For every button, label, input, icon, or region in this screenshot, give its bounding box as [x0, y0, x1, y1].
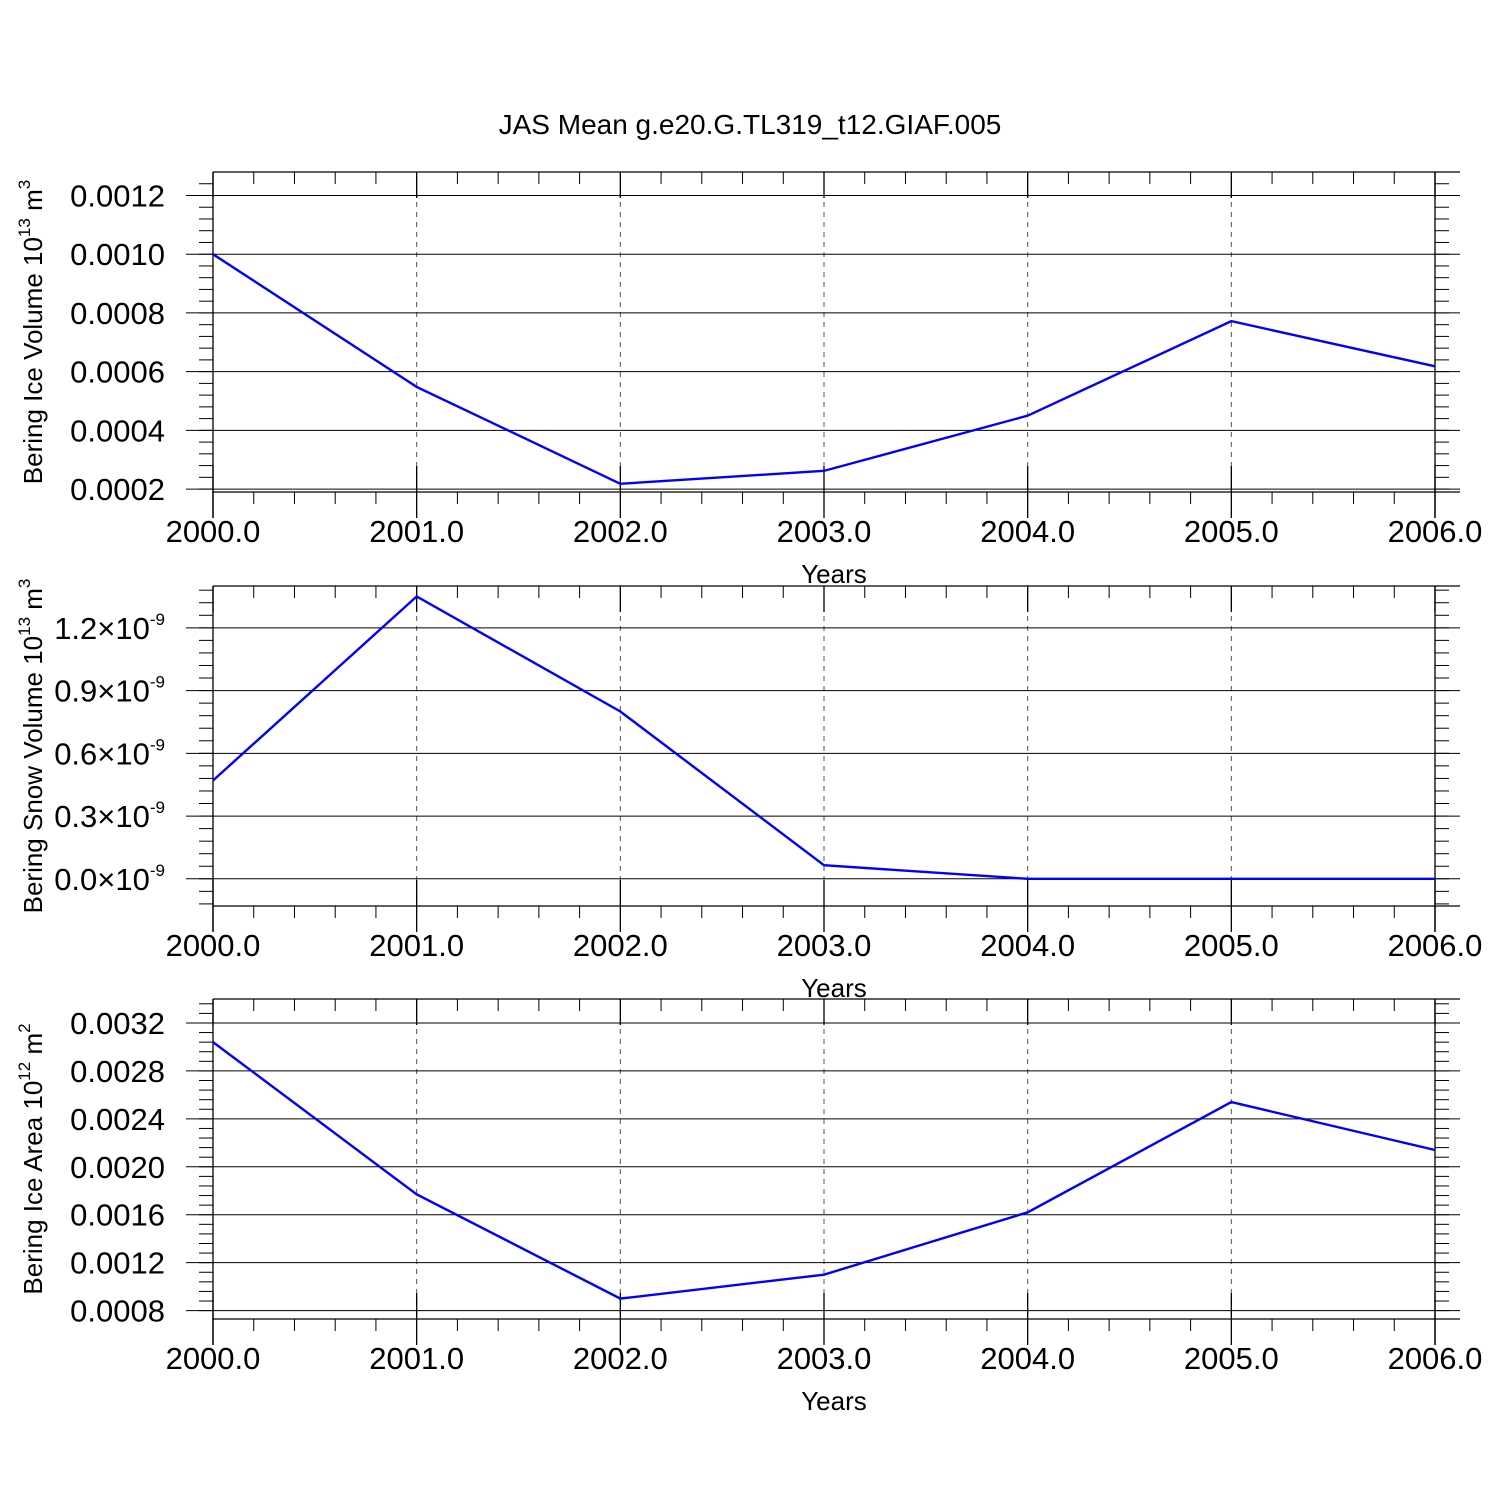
y-tick-label: 0.0024 — [70, 1102, 165, 1137]
y-tick-label: 0.3×10-9 — [54, 798, 165, 834]
x-tick-label: 2003.0 — [777, 928, 872, 963]
y-tick-label: 0.0008 — [70, 1294, 165, 1329]
x-tick-label: 2004.0 — [980, 1341, 1075, 1376]
y-axis-title: Bering Snow Volume 1013 m3 — [15, 579, 48, 914]
y-tick-label: 0.0020 — [70, 1150, 165, 1185]
x-tick-label: 2002.0 — [573, 514, 668, 549]
x-tick-label: 2003.0 — [777, 514, 872, 549]
y-tick-label: 0.0032 — [70, 1006, 165, 1041]
y-axis-title: Bering Ice Volume 1013 m3 — [15, 180, 48, 484]
x-tick-label: 2006.0 — [1388, 514, 1483, 549]
y-tick-label: 0.0008 — [70, 296, 165, 331]
y-tick-label: 0.0004 — [70, 413, 165, 448]
y-tick-label: 1.2×10-9 — [54, 610, 165, 646]
y-tick-label: 0.0×10-9 — [54, 861, 165, 897]
y-tick-label: 0.6×10-9 — [54, 735, 165, 771]
x-tick-label: 2002.0 — [573, 1341, 668, 1376]
chart-title: JAS Mean g.e20.G.TL319_t12.GIAF.005 — [499, 109, 1002, 140]
y-axis-title: Bering Ice Area 1012 m2 — [15, 1023, 48, 1294]
x-tick-label: 2004.0 — [980, 514, 1075, 549]
x-tick-label: 2003.0 — [777, 1341, 872, 1376]
x-tick-label: 2005.0 — [1184, 514, 1279, 549]
y-tick-label: 0.0012 — [70, 178, 165, 213]
chart-panels: 0.0002 0.0004 0.0006 0.0008 0.0010 0.0012 2000… — [15, 171, 1483, 1416]
x-tick-label: 2001.0 — [369, 1341, 464, 1376]
x-tick-label: 2005.0 — [1184, 1341, 1279, 1376]
x-axis-title: Years — [801, 973, 867, 1003]
x-tick-label: 2006.0 — [1388, 1341, 1483, 1376]
panel-2: 0.0×10-9 0.3×10-9 0.6×10-9 0.9×10-9 1.2×10-9… — [15, 579, 1482, 1003]
x-tick-label: 2000.0 — [166, 928, 261, 963]
x-tick-label: 2006.0 — [1388, 928, 1483, 963]
y-tick-label: 0.0010 — [70, 237, 165, 272]
x-tick-label: 2002.0 — [573, 928, 668, 963]
y-tick-label: 0.0002 — [70, 472, 165, 507]
x-tick-label: 2004.0 — [980, 928, 1075, 963]
y-tick-label: 0.0006 — [70, 355, 165, 390]
y-tick-label: 0.0012 — [70, 1246, 165, 1281]
x-tick-label: 2001.0 — [369, 514, 464, 549]
panel-3: 0.0008 0.0012 0.0016 0.0020 0.0024 0.0028 0.00… — [15, 998, 1483, 1416]
y-tick-label: 0.0016 — [70, 1198, 165, 1233]
x-tick-label: 2001.0 — [369, 928, 464, 963]
x-axis-title: Years — [801, 1386, 867, 1416]
y-tick-label: 0.9×10-9 — [54, 673, 165, 709]
x-tick-label: 2000.0 — [166, 514, 261, 549]
panel-1: 0.0002 0.0004 0.0006 0.0008 0.0010 0.0012 2000… — [15, 171, 1483, 589]
x-tick-label: 2005.0 — [1184, 928, 1279, 963]
y-tick-label: 0.0028 — [70, 1054, 165, 1089]
x-axis-title: Years — [801, 559, 867, 589]
series-line — [212, 253, 1436, 485]
x-tick-label: 2000.0 — [166, 1341, 261, 1376]
